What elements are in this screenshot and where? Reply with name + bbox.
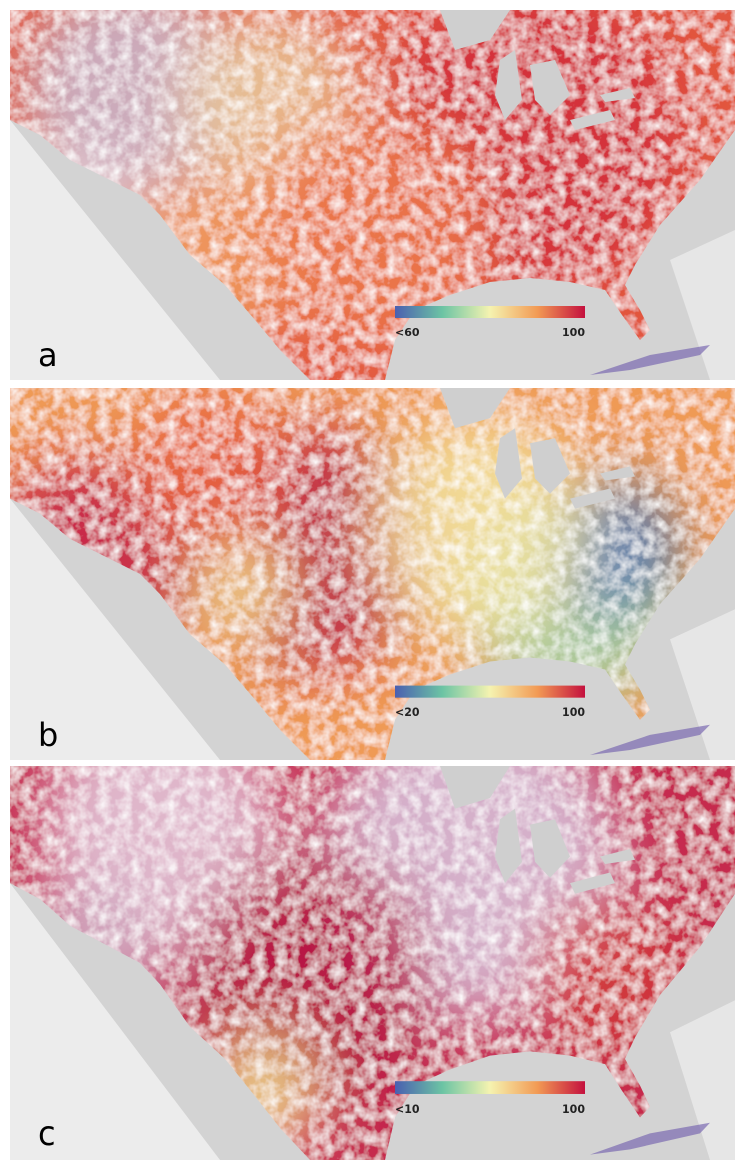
outer-region (670, 609, 735, 760)
lake (600, 849, 635, 864)
island (590, 724, 710, 755)
map-panel: <10 100 c (10, 766, 735, 1160)
island (590, 345, 710, 375)
lake (570, 488, 615, 509)
lake (495, 50, 522, 120)
lake (530, 60, 570, 115)
colorbar-min-label: <20 (395, 706, 420, 719)
land-pattern (20, 766, 690, 1160)
lake (600, 88, 635, 102)
lake (440, 388, 510, 429)
map: <60 100 a (10, 10, 735, 380)
outer-region (670, 1000, 735, 1160)
pattern-blob (20, 10, 240, 200)
panel-label: c (38, 1113, 56, 1153)
colorbar (395, 1081, 585, 1094)
lake (600, 466, 635, 481)
lake (570, 872, 615, 894)
lake (495, 428, 522, 499)
pattern-blob (130, 388, 290, 549)
island (590, 1122, 710, 1155)
lake (530, 819, 570, 878)
map: <10 100 c (10, 766, 735, 1160)
colorbar-max-label: 100 (562, 326, 585, 339)
lake (530, 438, 570, 494)
colorbar-max-label: 100 (562, 706, 585, 719)
map-panel: <20 100 b (10, 388, 735, 760)
land-pattern (10, 388, 680, 710)
lake (570, 110, 615, 130)
lake (495, 808, 522, 884)
lake (440, 10, 510, 50)
outer-region (670, 230, 735, 380)
lake (440, 766, 510, 809)
panel-label: a (38, 336, 58, 374)
pattern-blob (190, 538, 290, 640)
outer-region (10, 120, 220, 380)
pattern-blob (250, 110, 490, 350)
map: <20 100 b (10, 388, 735, 760)
colorbar-min-label: <60 (395, 326, 420, 339)
map-panel: <60 100 a (10, 10, 735, 380)
colorbar-max-label: 100 (562, 1102, 585, 1116)
colorbar (395, 685, 585, 698)
colorbar (395, 306, 585, 318)
colorbar-min-label: <10 (395, 1102, 420, 1116)
panel-label: b (38, 716, 58, 754)
